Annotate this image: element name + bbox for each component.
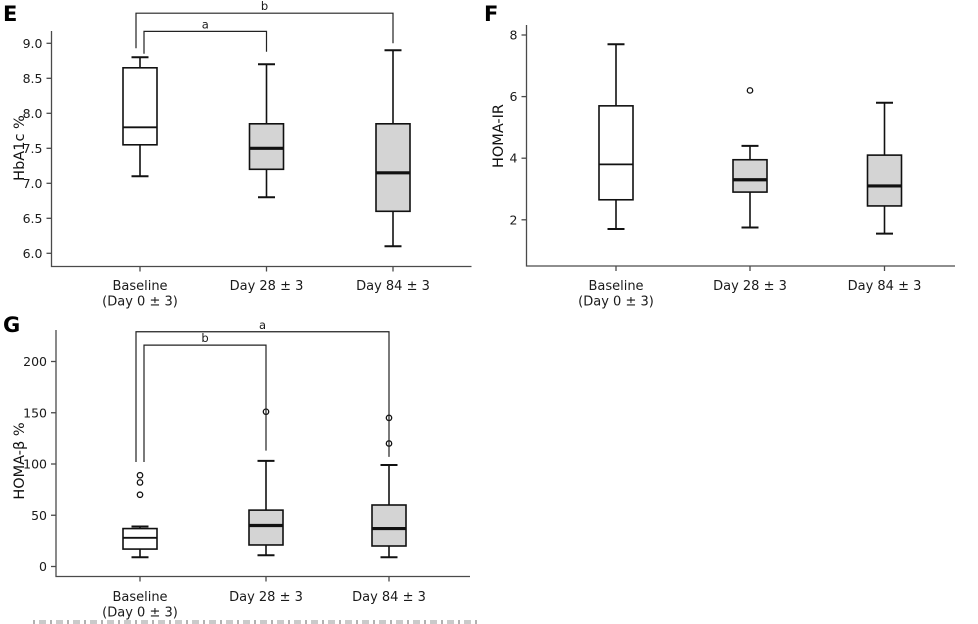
panel-F: 8 6 4 2 Baseline(Day 0 ± 3) Day 28 ± 3 Day 84 …: [510, 25, 955, 310]
category-sublabel: (Day 0 ± 3): [578, 295, 654, 310]
box-E-0: [122, 56, 158, 178]
y-tick-label: 6.0: [23, 246, 43, 261]
y-axis-label-homa-ir: HOMA-IR: [491, 103, 507, 169]
sig-bracket-line: [135, 331, 390, 462]
y-tick-label: 100: [23, 457, 47, 472]
box-G-2: [371, 414, 407, 559]
y-tick-label: 7.0: [23, 176, 43, 191]
y-tick-label: 6: [510, 89, 518, 104]
y-tick-label: 7.5: [23, 141, 43, 156]
category-sublabel: (Day 0 ± 3): [102, 606, 178, 621]
outlier-point: [136, 479, 144, 486]
y-tick-label: 9.0: [23, 36, 43, 51]
iqr-box: [248, 123, 285, 171]
category-label: Day 84 ± 3: [848, 279, 922, 294]
iqr-box: [122, 527, 158, 550]
category-label: Day 28 ± 3: [713, 279, 787, 294]
outlier-point: [136, 491, 144, 499]
sig-bracket-label: b: [201, 331, 208, 345]
panel-F-axes: 8 6 4 2 Baseline(Day 0 ± 3) Day 28 ± 3 Day 84 …: [510, 25, 955, 310]
y-tick-label: 6.5: [23, 211, 43, 226]
box-F-0: [598, 43, 634, 231]
panel-label-G: G: [3, 313, 21, 337]
iqr-box: [598, 105, 634, 201]
iqr-box: [375, 123, 411, 213]
y-tick-label: 8: [510, 28, 518, 43]
panel-label-E: E: [3, 2, 18, 26]
axis-line: [50, 31, 472, 268]
category-label: Day 28 ± 3: [230, 279, 304, 294]
category-label: Baseline: [112, 590, 167, 605]
category-label: Day 84 ± 3: [352, 590, 426, 605]
y-tick-label: 4: [510, 151, 518, 166]
y-tick-label: 2: [510, 212, 518, 227]
panel-G: 200 150 100 50 0 Baseline(Day 0 ± 3) Day 28 ± …: [23, 318, 470, 621]
sig-bracket-G-b: b: [143, 331, 267, 462]
sig-bracket-E-a: a: [143, 17, 268, 54]
y-tick-label: 50: [31, 508, 47, 523]
panel-E: 9.0 8.5 8.0 7.5 7.0 6.5 6.0 Baseline(Day 0 ± 3)…: [23, 0, 472, 310]
iqr-box: [732, 158, 768, 193]
box-F-1: [732, 87, 768, 229]
panel-E-axes: 9.0 8.5 8.0 7.5 7.0 6.5 6.0 Baseline(Day 0 ± 3)…: [23, 31, 472, 310]
sig-bracket-line: [143, 344, 267, 462]
panel-G-axes: 200 150 100 50 0 Baseline(Day 0 ± 3) Day 28 ± …: [23, 330, 470, 621]
y-tick-label: 0: [39, 559, 47, 574]
category-label: Baseline: [112, 279, 167, 294]
box-G-0: [122, 471, 158, 559]
y-axis-label-homa-beta: HOMA-β %: [12, 422, 28, 500]
iqr-box: [371, 504, 407, 547]
iqr-box: [866, 154, 903, 207]
category-sublabel: (Day 0 ± 3): [102, 295, 178, 310]
iqr-box: [248, 509, 284, 546]
box-E-2: [375, 49, 411, 248]
sig-bracket-E-b: b: [135, 0, 394, 49]
y-tick-label: 150: [23, 405, 47, 420]
iqr-box: [122, 67, 158, 146]
sig-bracket-label: b: [261, 0, 268, 13]
category-label: Day 84 ± 3: [356, 279, 430, 294]
category-label: Baseline: [588, 279, 643, 294]
sig-bracket-label: a: [202, 17, 209, 31]
sig-bracket-line: [135, 12, 394, 49]
truncated-caption-strip: [33, 620, 481, 624]
box-F-2: [866, 101, 903, 235]
axis-line: [525, 25, 955, 267]
y-tick-label: 8.0: [23, 106, 43, 121]
sig-bracket-label: a: [259, 318, 266, 332]
y-tick-label: 200: [23, 354, 47, 369]
panel-label-F: F: [484, 2, 499, 26]
sig-bracket-line: [143, 30, 268, 54]
outlier-point: [746, 87, 754, 94]
box-E-1: [248, 63, 285, 199]
outlier-point: [136, 471, 144, 479]
y-axis-label-hba1c: HbA1c %: [12, 115, 28, 181]
category-label: Day 28 ± 3: [229, 590, 303, 605]
y-tick-label: 8.5: [23, 71, 43, 86]
sig-bracket-G-a: a: [135, 318, 390, 462]
